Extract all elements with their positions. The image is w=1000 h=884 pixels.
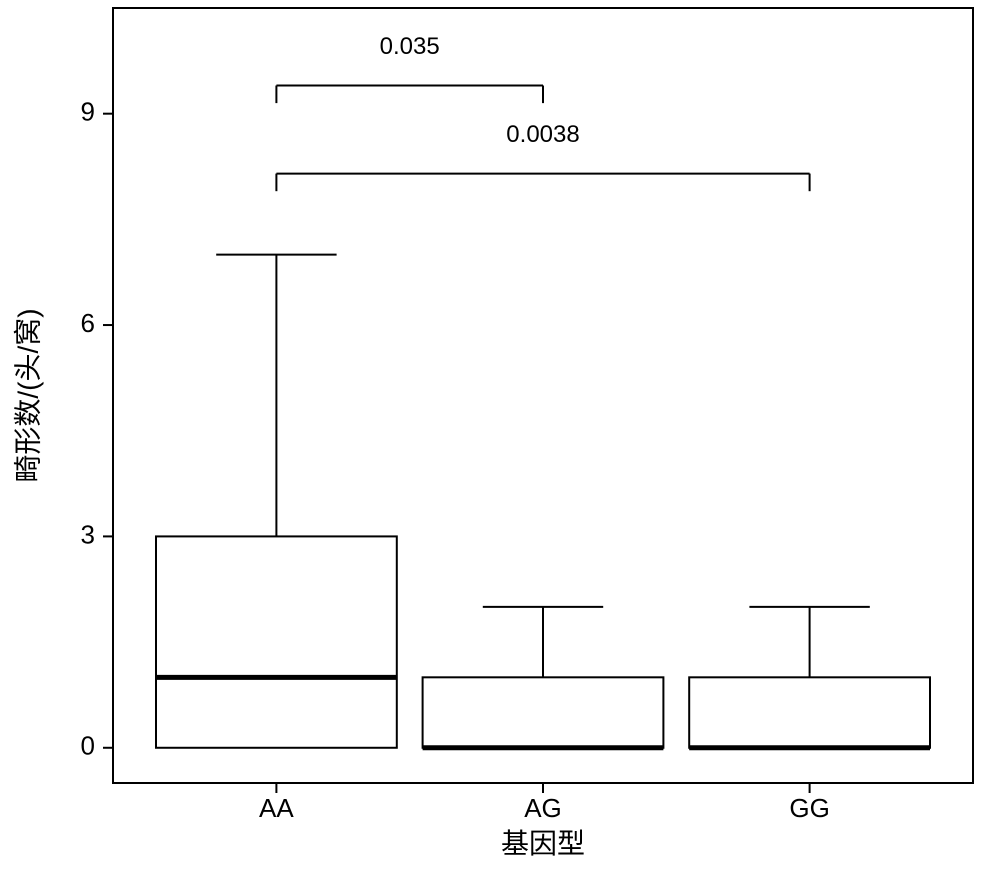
x-tick-label: GG <box>789 793 829 823</box>
x-tick-label: AG <box>524 793 562 823</box>
y-tick-label: 9 <box>81 97 95 127</box>
box <box>689 677 930 747</box>
box <box>156 536 397 747</box>
x-tick-label: AA <box>259 793 294 823</box>
y-tick-label: 3 <box>81 519 95 549</box>
box <box>423 677 664 747</box>
pvalue-label: 0.035 <box>380 33 440 60</box>
boxplot-chart: 0 3 6 9 畸形数/(头/窝) AA AG GG 基因型 0.035 0.0038 <box>0 0 1000 879</box>
x-axis-title: 基因型 <box>501 828 585 859</box>
chart-svg: 0 3 6 9 畸形数/(头/窝) AA AG GG 基因型 0.035 0.0038 <box>0 0 1000 879</box>
y-axis-title: 畸形数/(头/窝) <box>12 308 43 482</box>
y-tick-label: 6 <box>81 308 95 338</box>
y-tick-label: 0 <box>81 731 95 761</box>
pvalue-label: 0.0038 <box>506 121 579 148</box>
